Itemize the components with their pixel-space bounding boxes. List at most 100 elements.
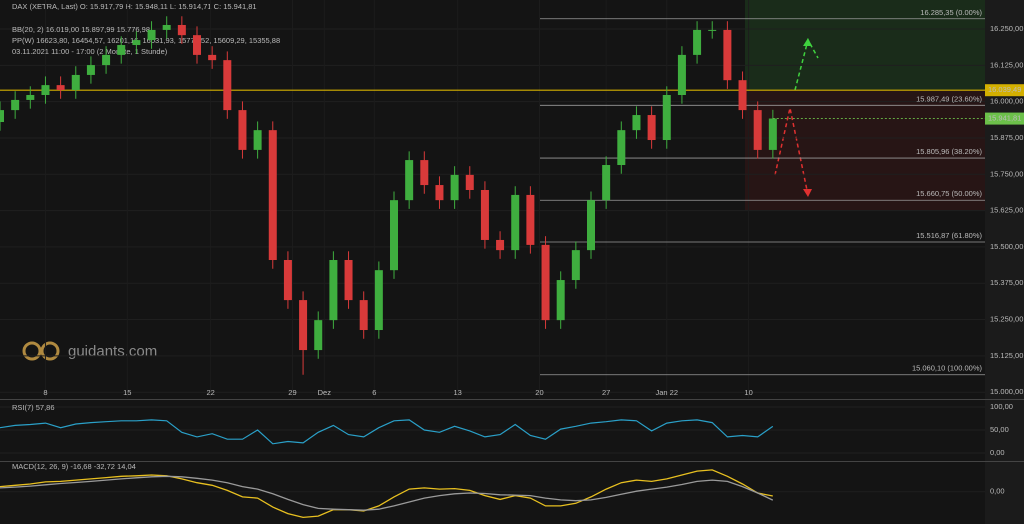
candle-body [359, 300, 368, 331]
x-tick-label: Dez [318, 388, 332, 397]
y-tick-label: 100,00 [990, 402, 1013, 411]
candle-body [420, 160, 429, 186]
target-zone-down [745, 90, 985, 210]
fib-label: 15.987,49 (23.60%) [916, 94, 982, 103]
line [0, 469, 773, 519]
line [0, 419, 774, 445]
x-tick-label: 20 [535, 388, 543, 397]
y-tick-label: 15.000,00 [990, 387, 1023, 396]
projection-arrow-down [774, 107, 809, 196]
candle-body [299, 300, 308, 351]
x-tick-label: Jan 22 [656, 388, 679, 397]
candle-body [571, 250, 580, 281]
y-tick-label: 15.375,00 [990, 278, 1023, 287]
candle-body [405, 160, 414, 201]
fib-label: 15.516,87 (61.80%) [916, 231, 982, 240]
x-tick-label: 29 [288, 388, 296, 397]
candle-body [314, 320, 323, 351]
candle-body [177, 24, 186, 36]
candle-body [496, 239, 505, 251]
candle-body [723, 29, 732, 81]
candle-body [768, 118, 777, 150]
candle-body [374, 270, 383, 331]
y-tick-label: 50,00 [990, 425, 1009, 434]
fib-label: 16.285,35 (0.00%) [920, 8, 982, 17]
candle-body [71, 74, 80, 91]
candle-body [56, 85, 65, 91]
indicator-label: 03.11.2021 11:00 - 17:00 (2 Monate, 1 St… [12, 47, 168, 56]
y-tick-label: 15.750,00 [990, 169, 1023, 178]
candle-body [344, 260, 353, 301]
candle-body [283, 260, 292, 301]
x-tick-label: 27 [602, 388, 610, 397]
candle-body [677, 54, 686, 95]
y-tick-label: 15.125,00 [990, 351, 1023, 360]
candle-body [390, 200, 398, 271]
indicator-label: BB(20, 2) 16.019,00 15.897,99 15.776,98 [12, 25, 150, 34]
candle-body [86, 65, 95, 75]
candle-body [511, 194, 520, 251]
y-tick-label: 15.250,00 [990, 315, 1023, 324]
candle-body [602, 165, 611, 201]
last-price-label: 15.941,81 [988, 114, 1021, 123]
fib-label: 15.060,10 (100.00%) [912, 364, 983, 373]
y-tick-label: 16.000,00 [990, 97, 1023, 106]
panel-title: DAX (XETRA, Last) O: 15.917,79 H: 15.948… [12, 2, 257, 11]
fib-label: 15.805,96 (38.20%) [916, 147, 982, 156]
reference-box [985, 84, 1024, 97]
candle-body [617, 130, 626, 166]
candle-body [556, 280, 565, 321]
panel-title: RSI(7) 57,86 [12, 403, 55, 412]
candle-body [541, 244, 550, 321]
arrow-head [803, 189, 812, 197]
logo [40, 341, 60, 361]
candle-body [526, 194, 535, 245]
candle-body [132, 40, 141, 46]
fib-label: 15.660,75 (50.00%) [916, 189, 982, 198]
candle-body [117, 45, 126, 55]
candle-body [102, 54, 111, 66]
panel-title: MACD(12, 26, 9) -16,68 -32,72 14,04 [12, 462, 136, 471]
reference-label: 16.039,49 [988, 85, 1021, 94]
candle-body [662, 94, 671, 141]
y-tick-label: 15.500,00 [990, 242, 1023, 251]
candle-body [708, 29, 717, 31]
indicator-label: PP(W) 16623,80, 16454,57, 16201,16, 1603… [12, 36, 280, 45]
candle-body [0, 110, 4, 123]
x-tick-label: 8 [43, 388, 47, 397]
price-axis [985, 0, 1024, 524]
candle-body [162, 24, 171, 30]
x-tick-label: 13 [453, 388, 461, 397]
x-tick-label: 10 [744, 388, 752, 397]
candle-body [41, 85, 50, 95]
last-price-box [985, 112, 1024, 125]
candle-body [11, 99, 20, 111]
candle-body [753, 110, 762, 150]
candle-body [587, 200, 595, 251]
candle-body [208, 54, 217, 61]
logo [22, 341, 42, 361]
target-zone-up [745, 0, 985, 90]
candle-body [693, 29, 702, 55]
candle-body [738, 80, 747, 111]
watermark: guidants.com [68, 343, 157, 360]
candle-body [268, 130, 277, 261]
candle-body [435, 185, 444, 201]
candle-body [647, 115, 656, 141]
candle-body [450, 174, 459, 201]
candle-body [193, 35, 201, 55]
candle-body [238, 110, 247, 150]
candle-body [329, 260, 338, 321]
y-tick-label: 15.625,00 [990, 206, 1023, 215]
candle-body [223, 60, 232, 111]
candle-body [253, 130, 262, 150]
line [0, 475, 774, 511]
x-tick-label: 15 [123, 388, 131, 397]
y-tick-label: 0,00 [990, 448, 1005, 457]
candle-body [480, 189, 489, 240]
y-tick-label: 16.250,00 [990, 24, 1023, 33]
